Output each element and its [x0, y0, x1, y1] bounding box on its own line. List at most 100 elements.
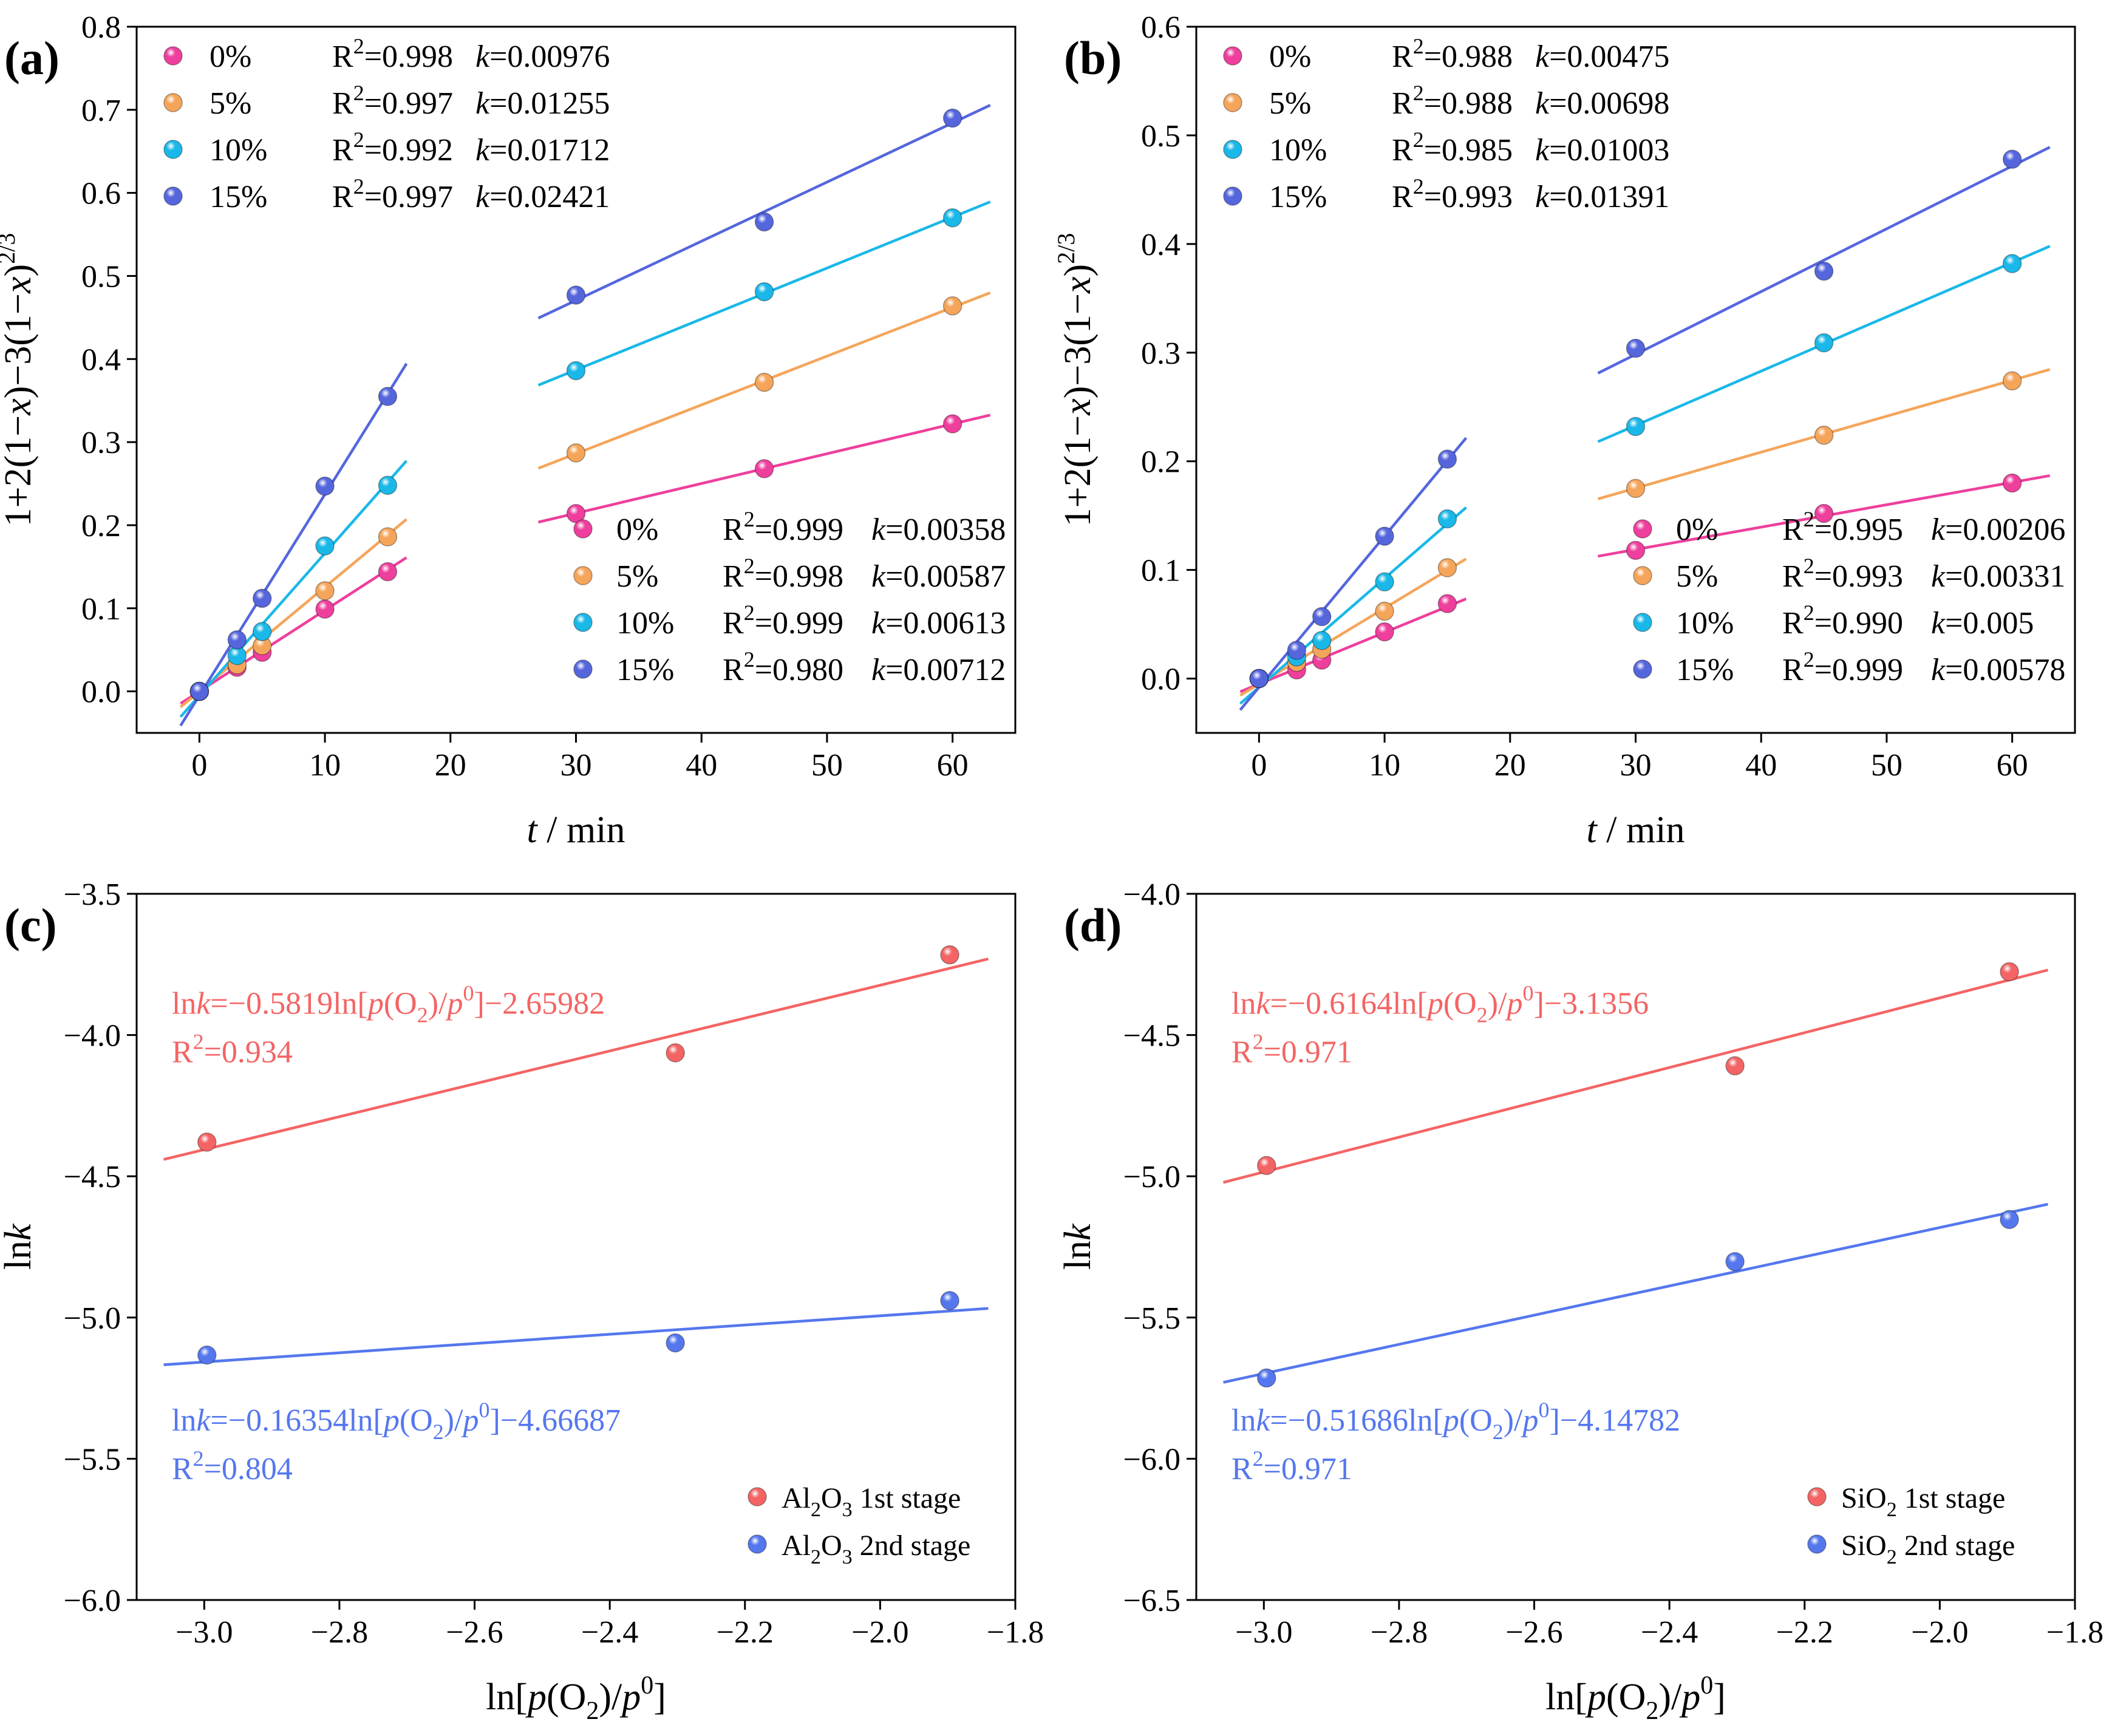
x-tick-label: −2.6	[1505, 1615, 1562, 1650]
data-point	[942, 296, 962, 316]
legend-r2: R2=0.988	[1392, 81, 1513, 121]
fit-line-15pct	[1239, 437, 1468, 711]
data-point	[197, 1345, 217, 1365]
y-tick-label: −5.5	[1123, 1301, 1180, 1336]
data-point	[378, 562, 398, 582]
legend-percent: 15%	[209, 180, 267, 214]
legend-r2: R2=0.999	[1782, 647, 1903, 687]
x-tick-label: 60	[1997, 748, 2028, 783]
data-point	[2002, 473, 2022, 493]
x-tick-label: −2.4	[1641, 1615, 1698, 1650]
fit-equation: lnk=−0.16354ln[p(O2)/p0]−4.66687	[172, 1398, 621, 1444]
fit-equation: lnk=−0.51686ln[p(O2)/p0]−4.14782	[1231, 1398, 1680, 1444]
fit-r2: R2=0.971	[1231, 1446, 1352, 1486]
fit-equation: lnk=−0.6164ln[p(O2)/p0]−3.1356	[1231, 981, 1649, 1027]
legend-percent: 5%	[616, 559, 658, 594]
legend-label: SiO2 1st stage	[1841, 1482, 2005, 1521]
y-tick-label: −5.0	[1123, 1160, 1180, 1194]
fit-r2: R2=0.804	[172, 1446, 293, 1486]
fit-line-2nd	[1223, 1202, 2048, 1384]
fit-line-15pct	[1597, 146, 2051, 375]
legend-k: k=0.00976	[475, 39, 610, 74]
legend-marker	[163, 140, 183, 159]
legend-marker	[1633, 566, 1652, 585]
y-tick-label: 0.0	[1141, 662, 1180, 697]
legend-r2: R2=0.997	[332, 174, 453, 214]
data-point	[1725, 1251, 1745, 1271]
legend-marker	[1633, 659, 1652, 679]
data-point	[2002, 371, 2022, 391]
legend-bottom-right: Al2O3 1st stage Al2O3 2nd stage	[748, 1482, 970, 1568]
y-axis-label: 1+2(1−x)−3(1−x)2/3	[1052, 233, 1099, 527]
fit-equation: lnk=−0.5819ln[p(O2)/p0]−2.65982	[172, 981, 605, 1027]
legend-percent: 10%	[616, 606, 674, 641]
fit-r2: R2=0.934	[172, 1030, 293, 1070]
data-point	[315, 476, 335, 496]
legend-marker	[1633, 613, 1652, 632]
panel-c: −3.0 −2.8 −2.6 −2.4 −2.2 −2.0 −1.8 −6.0 −5.5 −5.0…	[0, 877, 1044, 1725]
legend-k: k=0.005	[1931, 606, 2034, 641]
data-point	[378, 527, 398, 546]
data-point	[1287, 641, 1307, 660]
data-point	[566, 504, 586, 523]
legend-bottom-right: SiO2 1st stage SiO2 2nd stage	[1807, 1482, 2015, 1568]
data-point	[566, 285, 586, 305]
legend-marker	[1223, 186, 1242, 206]
plot-frame	[135, 893, 1017, 1601]
legend-r2: R2=0.998	[332, 34, 453, 74]
legend-marker	[573, 613, 593, 632]
x-axis-label: t / min	[527, 809, 625, 851]
data-point	[942, 414, 962, 434]
data-point	[754, 282, 774, 302]
x-tick-label: −3.0	[1235, 1615, 1292, 1650]
legend-marker	[1223, 93, 1242, 112]
legend-percent: 0%	[209, 39, 251, 74]
legend-r2: R2=0.990	[1782, 601, 1903, 641]
legend-percent: 5%	[209, 86, 251, 121]
y-tick-label: 0.6	[1141, 10, 1180, 45]
legend-k: k=0.00712	[871, 653, 1006, 687]
legend-percent: 0%	[1676, 512, 1718, 547]
panel-label: (d)	[1064, 899, 1122, 951]
legend-k: k=0.02421	[475, 180, 610, 214]
x-tick-label: 60	[937, 748, 969, 783]
data-point	[942, 108, 962, 128]
legend-percent: 15%	[616, 653, 674, 687]
data-point	[754, 212, 774, 232]
data-point	[2000, 962, 2019, 982]
data-point	[1814, 426, 1834, 445]
legend-percent: 15%	[1269, 180, 1327, 214]
data-point	[197, 1132, 217, 1152]
legend-top-left: 0% R2=0.998 k=0.00976 5% R2=0.997 k=0.01255 10…	[163, 34, 610, 214]
x-tick-label: 40	[1745, 748, 1777, 783]
panel-a: 0 10 20 30 40 50 60 0.0 0.1 0.2 0.3 0.4 0.5 0.6 0.7 0.8…	[0, 10, 1017, 851]
panel-b: 0 10 20 30 40 50 60 0.0 0.1 0.2 0.3 0.4 0.5 0.6 (b) t /…	[1052, 10, 2076, 851]
data-point	[315, 599, 335, 619]
data-point	[378, 387, 398, 406]
data-point	[189, 681, 209, 701]
x-axis-label: ln[p(O2)/p0]	[486, 1672, 666, 1725]
x-tick-label: −1.8	[987, 1615, 1044, 1650]
legend-marker	[163, 46, 183, 66]
legend-marker	[1807, 1534, 1827, 1554]
x-axis-label: ln[p(O2)/p0]	[1545, 1672, 1726, 1725]
data-point	[1814, 333, 1834, 353]
legend-bottom-right: 0% R2=0.999 k=0.00358 5% R2=0.998 k=0.00587 10…	[573, 507, 1006, 687]
data-point	[1814, 261, 1834, 281]
y-tick-label: −5.5	[64, 1442, 121, 1477]
data-point	[252, 588, 272, 608]
legend-marker	[163, 93, 183, 112]
legend-k: k=0.01712	[475, 133, 610, 168]
x-tick-label: 20	[1494, 748, 1526, 783]
y-tick-label: 0.1	[81, 592, 121, 627]
data-point	[942, 208, 962, 228]
x-tick-label: 30	[1620, 748, 1652, 783]
y-tick-label: −6.0	[64, 1584, 121, 1618]
legend-k: k=0.00206	[1931, 512, 2065, 547]
data-point	[1437, 509, 1457, 529]
x-tick-label: 50	[1871, 748, 1903, 783]
legend-percent: 10%	[1269, 133, 1327, 168]
legend-r2: R2=0.992	[332, 128, 453, 168]
legend-r2: R2=0.997	[332, 81, 453, 121]
data-point	[315, 581, 335, 601]
